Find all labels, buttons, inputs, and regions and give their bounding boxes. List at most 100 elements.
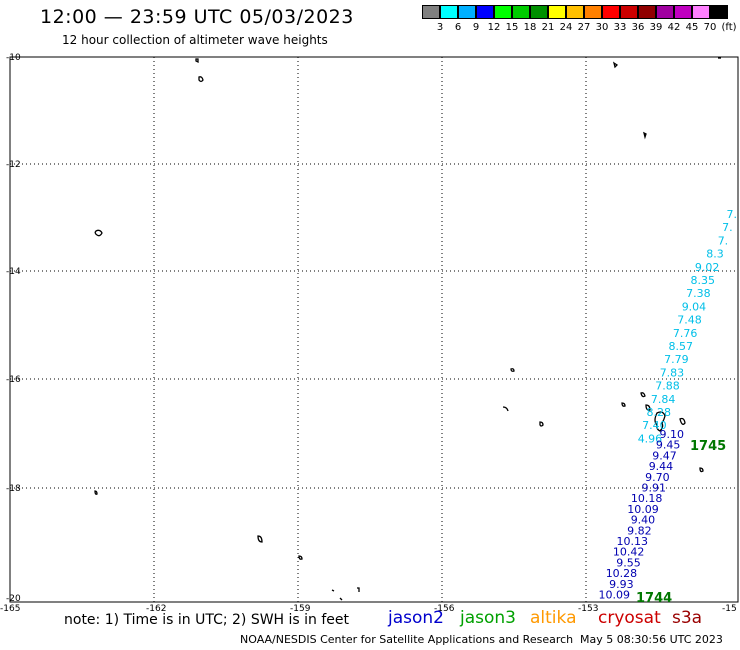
swh-value-label: 9.10 [660, 428, 685, 441]
island [331, 589, 335, 592]
longitude-tick-label: -165 [0, 604, 20, 614]
swh-value-label: 9.82 [627, 524, 652, 537]
legend-label: 36 [631, 22, 645, 33]
legend-swatch [710, 5, 728, 19]
latitude-tick-label: -12 [6, 160, 21, 170]
island [679, 417, 686, 425]
island [195, 58, 199, 64]
legend-label: 30 [595, 22, 609, 33]
longitude-tick-label: -15 [722, 604, 737, 614]
legend-label: 3 [436, 22, 444, 33]
legend-label: 27 [577, 22, 591, 33]
swh-value-label: 7. [727, 208, 738, 221]
footer-timestamp: May 5 08:30:56 UTC 2023 [580, 633, 723, 646]
swh-value-label: 10.13 [617, 535, 649, 548]
swh-value-label: 7.83 [660, 366, 685, 379]
swh-value-label: 9.44 [649, 460, 674, 473]
legend-altika: altika [530, 608, 577, 628]
legend-swatch [620, 5, 638, 19]
map-frame [9, 56, 739, 603]
swh-value-label: 7.40 [642, 419, 667, 432]
longitude-tick-label: -162 [146, 604, 166, 614]
legend-swatch [512, 5, 530, 19]
island [539, 421, 544, 427]
units-note: note: 1) Time is in UTC; 2) SWH is in fe… [64, 612, 350, 628]
legend-swatch [602, 5, 620, 19]
legend-swatch [530, 5, 548, 19]
swh-value-label: 10.09 [627, 503, 659, 516]
longitude-tick-label: -156 [434, 604, 455, 614]
swh-value-label: 10.09 [599, 589, 631, 602]
legend-unit: (ft) [721, 22, 737, 33]
swh-value-label: 9.45 [656, 439, 681, 452]
swh-value-label: 7.79 [664, 353, 689, 366]
island [643, 131, 647, 140]
island [502, 406, 509, 412]
swh-value-label: 7. [722, 221, 733, 234]
swh-value-label: 9.91 [642, 482, 667, 495]
legend-swatch [548, 5, 566, 19]
island [612, 61, 619, 69]
lat-lon-grid [10, 57, 738, 602]
legend-label: 21 [541, 22, 555, 33]
legend-s3a: s3a [672, 608, 703, 628]
swh-value-label: 10.18 [631, 492, 663, 505]
swh-track-b: 9.109.459.479.449.709.9110.1810.099.409.… [599, 428, 685, 602]
footer-source: NOAA/NESDIS Center for Satellite Applica… [240, 633, 573, 646]
legend-label: 45 [685, 22, 699, 33]
swh-value-label: 7.48 [677, 314, 702, 327]
legend-label: 12 [487, 22, 501, 33]
island [510, 368, 515, 372]
longitude-tick-label: -159 [290, 604, 311, 614]
island [198, 76, 204, 83]
legend-swatch [656, 5, 674, 19]
legend-swatch [494, 5, 512, 19]
swh-value-label: 7.88 [655, 380, 680, 393]
source-credit: NOAA/NESDIS Center for Satellite Applica… [240, 633, 574, 646]
legend-jason2: jason2 [388, 608, 444, 628]
island [699, 467, 704, 473]
swh-value-label: 8.3 [706, 248, 724, 261]
legend-label: 24 [559, 22, 573, 33]
legend-label: 42 [667, 22, 681, 33]
legend-label: 18 [523, 22, 537, 33]
legend-label: 6 [454, 22, 462, 33]
map-subtitle: 12 hour collection of altimeter wave hei… [62, 33, 328, 47]
legend-swatch [674, 5, 692, 19]
island [621, 402, 626, 407]
latitude-tick-label: -10 [6, 53, 21, 63]
swh-value-label: 9.47 [652, 449, 677, 462]
island [298, 555, 303, 560]
swh-value-label: 9.70 [645, 471, 670, 484]
axis-labels: -165 -162 -159 -156 -153 -15 -10 -12 -14 -16 -18 -2… [0, 53, 737, 614]
legend-jason3: jason3 [460, 608, 516, 628]
island [257, 535, 263, 543]
swh-value-label: 8.35 [691, 274, 716, 287]
swh-value-label: 10.42 [613, 546, 645, 559]
legend-cryosat: cryosat [598, 608, 661, 628]
islands [94, 57, 721, 601]
legend-swatch [440, 5, 458, 19]
swh-value-label: 7. [718, 234, 729, 247]
island [94, 229, 103, 237]
island [654, 411, 666, 432]
swh-value-label: 10.28 [606, 567, 638, 580]
map-title: 12:00 — 23:59 UTC 05/03/2023 [40, 6, 354, 28]
longitude-tick-label: -153 [578, 604, 598, 614]
latitude-tick-label: -18 [6, 484, 21, 494]
island [357, 587, 360, 592]
swh-value-label: 9.55 [616, 556, 641, 569]
swh-value-label: 8.57 [669, 340, 694, 353]
time-label-1744: 1744 [636, 591, 672, 606]
swh-value-label: 7.76 [673, 327, 698, 340]
legend-swatch [566, 5, 584, 19]
legend-swatch [638, 5, 656, 19]
legend-label: 39 [649, 22, 663, 33]
legend-swatch [692, 5, 710, 19]
swh-value-label: 4.96 [638, 432, 663, 445]
swh-value-label: 7.38 [686, 287, 711, 300]
legend-swatch [476, 5, 494, 19]
latitude-tick-label: -14 [6, 267, 21, 277]
legend-label: 9 [472, 22, 480, 33]
